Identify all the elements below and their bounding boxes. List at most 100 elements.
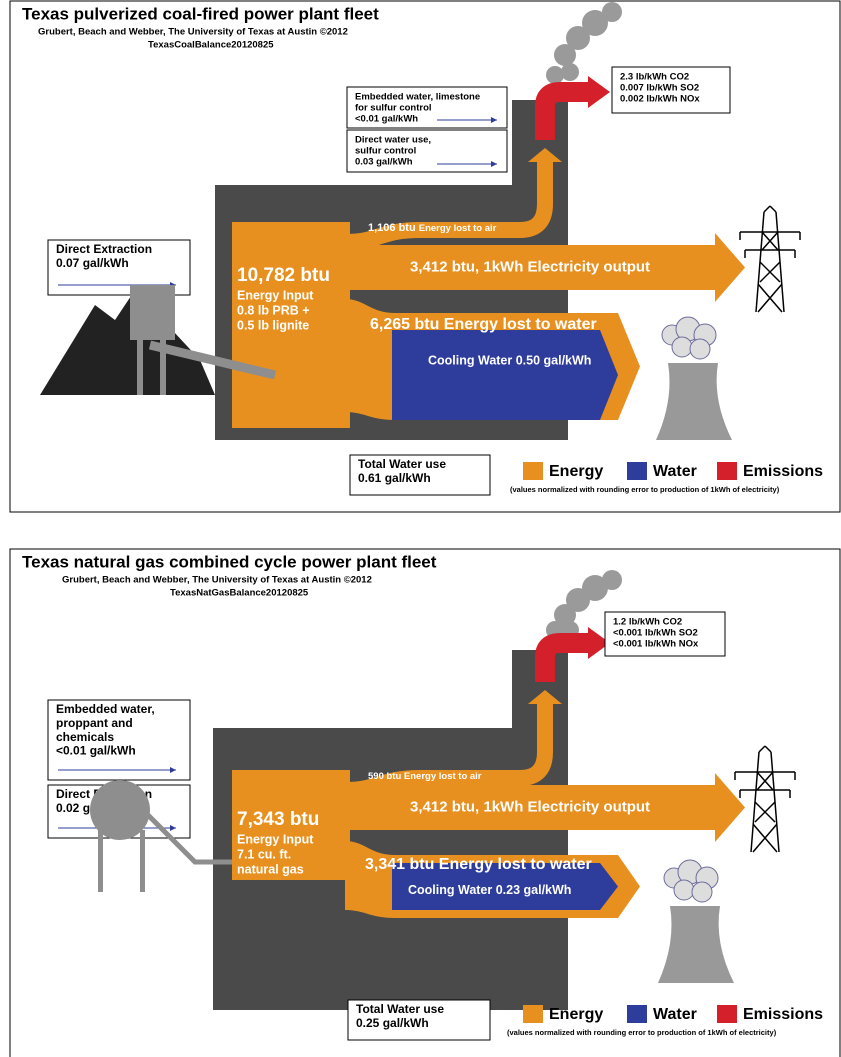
- total-water-box-text: 0.61 gal/kWh: [358, 471, 431, 485]
- air-loss-label: 590 btu Energy lost to air: [368, 771, 482, 782]
- smoke: [602, 570, 622, 590]
- input-amount: 7,343 btu: [237, 809, 319, 830]
- legend-label: Emissions: [743, 463, 823, 480]
- extraction-box: [47, 699, 191, 781]
- emissions-box-text: 0.002 lb/kWh NOx: [620, 93, 700, 104]
- gas-leg: [98, 830, 103, 892]
- total-water-box-text: Total Water use: [356, 1002, 444, 1016]
- water-box: [346, 129, 508, 173]
- legend-swatch: [717, 462, 737, 480]
- note: (values normalized with rounding error t…: [510, 485, 780, 494]
- legend-label: Emissions: [743, 1006, 823, 1023]
- smoke: [602, 2, 622, 22]
- input-detail: 0.5 lb lignite: [237, 318, 309, 332]
- water-box-text: for sulfur control: [355, 102, 432, 113]
- emissions-arrow-head: [588, 76, 610, 108]
- pylon: [757, 283, 783, 313]
- water-box-text: sulfur control: [355, 145, 416, 156]
- water-loss-label: 3,341 btu Energy lost to water: [365, 856, 592, 873]
- pylon: [756, 771, 774, 791]
- cooling-water-label: Cooling Water 0.23 gal/kWh: [408, 883, 571, 897]
- air-loss-label: 1,106 btu Energy lost to air: [368, 222, 497, 234]
- water-box: [346, 86, 508, 129]
- gas-leg: [140, 830, 145, 892]
- water-box-text: Direct water use,: [355, 135, 431, 146]
- pylon: [761, 231, 779, 251]
- extraction-box-text: 0.07 gal/kWh: [56, 256, 129, 270]
- total-water-box-text: Total Water use: [358, 457, 446, 471]
- water-box-text: Embedded water, limestone: [355, 92, 480, 103]
- emissions-box-text: 1.2 lb/kWh CO2: [613, 617, 682, 628]
- pylon: [758, 745, 766, 753]
- small-arrow-head: [170, 767, 176, 773]
- cooling-water-flow: [392, 863, 618, 910]
- air-loss-text: Energy lost to air: [419, 223, 497, 234]
- emissions-pipe: [535, 633, 590, 682]
- smoke: [554, 604, 576, 626]
- cooling-water-flow: [392, 330, 618, 420]
- legend-label: Energy: [549, 1006, 603, 1023]
- emissions-box: [611, 66, 731, 114]
- water-box-text: 0.03 gal/kWh: [355, 156, 413, 167]
- input-detail: 7.1 cu. ft.: [237, 847, 291, 861]
- smoke: [561, 63, 579, 81]
- smoke: [566, 26, 590, 50]
- panel-title: Texas natural gas combined cycle power p…: [22, 552, 437, 571]
- emissions-box-text: <0.001 lb/kWh NOx: [613, 638, 699, 649]
- input-amount: 10,782 btu: [237, 265, 330, 286]
- coal-leg: [160, 340, 166, 395]
- extraction-box-text: Direct Extraction: [56, 242, 152, 256]
- emissions-arrow-head: [588, 627, 610, 659]
- smoke: [582, 10, 608, 36]
- air-loss-amount: 590 btu: [368, 771, 401, 782]
- gas-pipe: [146, 813, 232, 865]
- extraction-box-text: chemicals: [56, 730, 114, 744]
- input-detail: Energy Input: [237, 832, 314, 846]
- smoke: [554, 44, 576, 66]
- legend-label: Water: [653, 1006, 697, 1023]
- input-detail: natural gas: [237, 862, 304, 876]
- water-box-text: <0.01 gal/kWh: [355, 113, 418, 124]
- credit: Grubert, Beach and Webber, The Universit…: [62, 575, 372, 586]
- air-loss-amount: 1,106 btu: [368, 222, 416, 234]
- emissions-pipe: [535, 82, 590, 140]
- water-loss-label: 6,265 btu Energy lost to water: [370, 316, 597, 333]
- steam: [691, 881, 713, 903]
- energy-input: [232, 770, 350, 880]
- steam: [671, 336, 693, 358]
- steam: [689, 338, 711, 360]
- file-name: TexasCoalBalance20120825: [148, 40, 274, 51]
- smoke: [546, 66, 564, 84]
- pylon: [763, 205, 771, 213]
- extraction-box-text: proppant and: [56, 716, 133, 730]
- pylon: [764, 745, 772, 753]
- coal-tower: [130, 285, 175, 340]
- coal-leg: [137, 340, 143, 395]
- energy-input: [232, 222, 350, 428]
- electricity-flow: [345, 233, 745, 302]
- legend-swatch: [627, 1005, 647, 1023]
- credit: Grubert, Beach and Webber, The Universit…: [38, 27, 348, 38]
- extraction-box-text: Embedded water,: [56, 702, 155, 716]
- legend-swatch: [627, 462, 647, 480]
- gas-tank: [90, 780, 150, 840]
- pylon: [754, 801, 776, 823]
- legend-label: Energy: [549, 463, 603, 480]
- input-detail: Energy Input: [237, 288, 314, 302]
- emissions-box-text: 0.007 lb/kWh SO2: [620, 82, 699, 93]
- electricity-label: 3,412 btu, 1kWh Electricity output: [410, 798, 650, 815]
- steam: [673, 879, 695, 901]
- file-name: TexasNatGasBalance20120825: [170, 588, 309, 599]
- small-arrow-head: [491, 161, 497, 167]
- air-loss-text: Energy lost to air: [404, 771, 482, 782]
- smoke: [582, 575, 608, 601]
- small-arrow-head: [170, 825, 176, 831]
- air-arrow-head: [528, 690, 562, 704]
- cooling-water-label: Cooling Water 0.50 gal/kWh: [428, 353, 591, 367]
- panel-title: Texas pulverized coal-fired power plant …: [22, 4, 379, 23]
- legend-label: Water: [653, 463, 697, 480]
- total-water-box-text: 0.25 gal/kWh: [356, 1016, 429, 1030]
- input-detail: 0.8 lb PRB +: [237, 303, 310, 317]
- emissions-box-text: 2.3 lb/kWh CO2: [620, 72, 689, 83]
- pylon: [769, 205, 777, 213]
